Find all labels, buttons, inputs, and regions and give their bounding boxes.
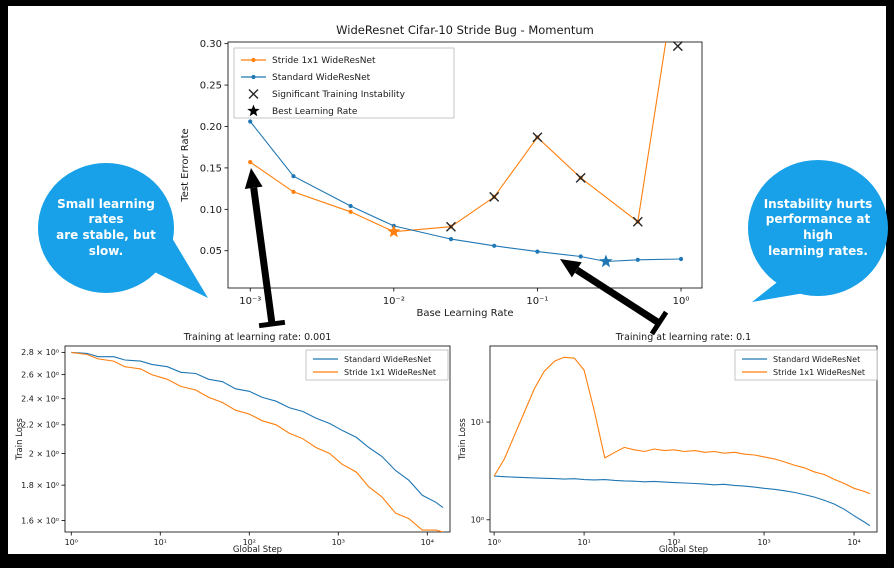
legend-dot-swatch (251, 74, 256, 80)
callout-text-line: are stable, but slow. (56, 228, 156, 258)
y-tick-label: 0.25 (200, 81, 222, 92)
data-point-marker (448, 237, 454, 242)
x-tick-label: 10⁰ (673, 296, 690, 307)
data-point-marker (492, 243, 497, 248)
train-loss-lr-01-chart: 10⁰ 10¹ 10² 10³ 10⁴ 10⁰ 10¹ Training at learnin… (458, 332, 878, 555)
callout-text-line: Small learning rates (57, 196, 155, 227)
x-tick-label: 10³ (332, 538, 345, 547)
series-line (249, 121, 682, 263)
y-tick-label: 2.6 × 10⁰ (21, 370, 59, 379)
x-tick-label: 10³ (757, 538, 770, 547)
series-line (249, 42, 667, 233)
legend-box (233, 47, 455, 119)
x-axis-label: Base Learning Rate (416, 308, 513, 319)
x-tick-label: 10¹ (577, 538, 590, 547)
instability-x-marker (672, 41, 683, 52)
instability-x-marker (632, 216, 643, 227)
x-tick-label: 10⁻² (383, 296, 405, 307)
series-group (71, 351, 444, 532)
data-point-marker (248, 119, 253, 124)
series-group (493, 356, 871, 527)
legend-label: Stride 1x1 WideResNet (272, 56, 376, 66)
y-tick-label: 0.15 (200, 163, 222, 174)
instability-x-marker (445, 221, 456, 232)
x-tick-label: 10² (667, 538, 680, 547)
legend-label: Standard WideResNet (272, 73, 371, 83)
best-lr-star-marker (599, 254, 613, 268)
series-line (71, 351, 444, 509)
x-axis-label: Global Step (659, 545, 708, 555)
data-point-marker (291, 189, 296, 194)
y-tick-label: 2.4 × 10⁰ (21, 394, 59, 403)
instability-x-marker (532, 132, 543, 143)
data-point-marker (578, 254, 583, 259)
x-tick-label: 10⁻³ (239, 296, 261, 307)
test-error-vs-learning-rate-chart: 10⁻³ 10⁻² 10⁻¹ 10⁰ 0.05 0.10 0.15 0.20 0.25 0.30 W… (180, 23, 703, 319)
y-tick-label: 2.8 × 10⁰ (21, 348, 59, 357)
callout-text-line: Instability hurts (763, 196, 873, 211)
y-tick-label: 2 × 10⁰ (29, 449, 59, 458)
data-point-marker (348, 209, 353, 214)
x-tick-label: 10⁰ (487, 538, 500, 547)
legend-star-swatch (247, 104, 260, 117)
data-point-marker (348, 203, 353, 209)
y-tick-label: 2.2 × 10⁰ (21, 421, 59, 430)
y-tick-label: 1.6 × 10⁰ (21, 516, 59, 525)
x-tick-label: 10⁴ (421, 538, 434, 547)
series-line (494, 475, 871, 527)
best-lr-star-marker (387, 224, 401, 238)
y-tick-label: 0.20 (200, 122, 222, 133)
y-axis-label: Train Loss (458, 418, 468, 461)
callout-instability: Instability hurts performance at high le… (748, 160, 888, 296)
data-point-marker (678, 256, 684, 262)
legend-box (305, 349, 449, 381)
data-point-marker (248, 160, 253, 165)
x-tick-label: 10⁴ (847, 538, 860, 547)
y-tick-label: 10¹ (471, 418, 484, 427)
y-axis-label: Test Error Rate (180, 128, 191, 202)
callout-small-learning-rates: Small learning rates are stable, but slo… (38, 163, 174, 293)
y-tick-label: 1.8 × 10⁰ (21, 481, 59, 490)
x-axis-label: Global Step (233, 545, 282, 555)
x-tick-label: 10⁻¹ (526, 296, 548, 307)
x-tick-label: 10⁰ (65, 538, 78, 547)
chart-title: Training at learning rate: 0.1 (615, 332, 751, 343)
legend-box (734, 349, 878, 381)
callout-text-line: learning rates. (768, 243, 868, 258)
data-point-marker (635, 257, 640, 262)
chart-title: WideResnet Cifar-10 Stride Bug - Momentu… (336, 23, 594, 37)
legend-label: Stride 1x1 WideResNet (344, 368, 436, 377)
instability-x-marker (489, 191, 500, 202)
y-tick-label: 0.05 (200, 246, 222, 257)
legend-label: Stride 1x1 WideResNet (773, 368, 865, 377)
data-point-marker (535, 249, 540, 254)
chart-title: Training at learning rate: 0.001 (183, 332, 332, 343)
data-point-marker (291, 174, 296, 179)
plot-border (227, 41, 703, 289)
y-tick-label: 10⁰ (471, 516, 484, 525)
series-line (71, 351, 444, 532)
callout-text-line: performance at high (765, 212, 871, 242)
legend-label: Significant Training Instability (272, 90, 406, 100)
y-tick-label: 0.30 (200, 39, 222, 50)
series-line (493, 356, 871, 495)
legend-label: Standard WideResNet (344, 355, 431, 364)
plot-border (489, 345, 878, 533)
x-tick-label: 10² (243, 538, 256, 547)
train-loss-lr-0001-chart: 10⁰ 10¹ 10² 10³ 10⁴ 1.6 × 10⁰ 1.8 × 10⁰ 2 × 10⁰… (15, 332, 451, 555)
series-group (248, 42, 684, 264)
instability-x-marker (575, 172, 586, 183)
instability-x-marker (248, 89, 259, 99)
y-axis-label: Train Loss (15, 418, 25, 461)
legend-label: Standard WideResNet (773, 355, 860, 364)
x-tick-label: 10¹ (154, 538, 167, 547)
legend-label: Best Learning Rate (272, 107, 358, 117)
legend-dot-swatch (251, 57, 256, 63)
plot-border (64, 345, 451, 533)
y-tick-label: 0.10 (200, 205, 222, 216)
